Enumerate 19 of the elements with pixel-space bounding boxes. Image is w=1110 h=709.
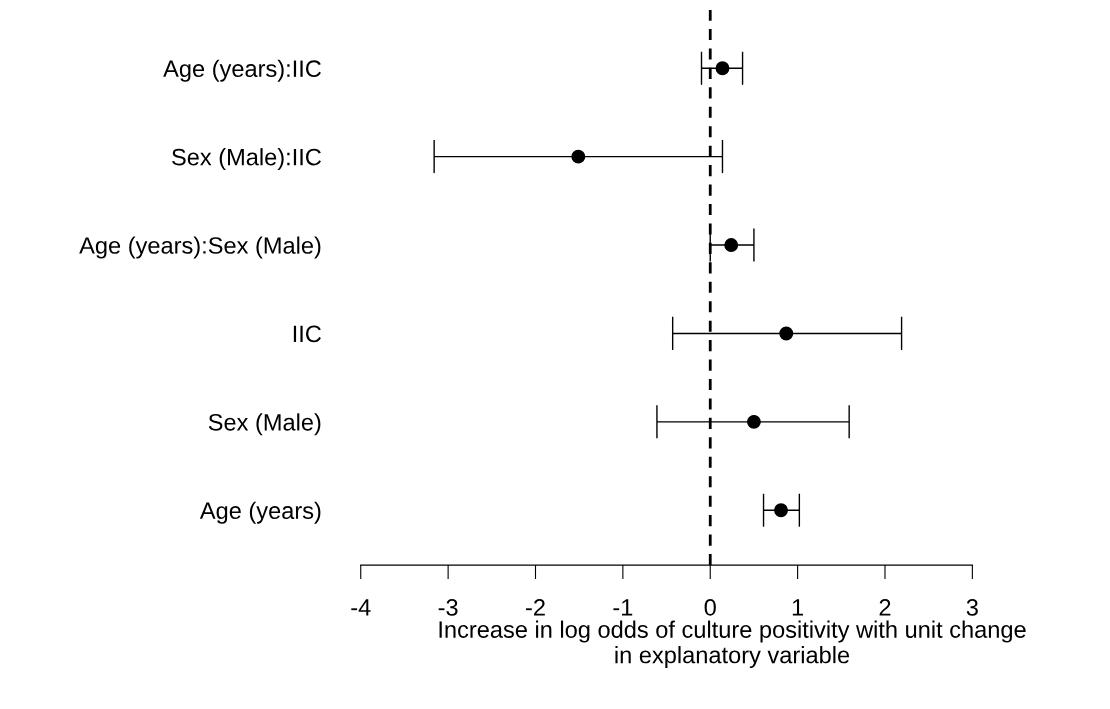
x-tick-label: -4 bbox=[351, 599, 371, 616]
y-tick-label: Age (years):Sex (Male) bbox=[79, 236, 321, 259]
x-tick-label: -3 bbox=[438, 599, 458, 616]
x-tick-label: 0 bbox=[704, 599, 716, 616]
point bbox=[779, 326, 794, 341]
y-tick-label: Sex (Male) bbox=[208, 413, 321, 436]
x-axis-title: Increase in log odds of culture positivity with unit change in explanatory variable bbox=[439, 620, 1026, 669]
point bbox=[571, 149, 586, 164]
y-tick-label: Age (years) bbox=[199, 501, 321, 524]
x-tick-label: 1 bbox=[792, 599, 804, 616]
x-tick-label: 2 bbox=[879, 599, 891, 616]
point bbox=[724, 238, 739, 253]
x-tick-label: -1 bbox=[613, 599, 633, 616]
y-tick-label: IIC bbox=[293, 325, 321, 343]
x-tick-label: -2 bbox=[526, 599, 545, 616]
y-tick-label: Sex (Male):IIC bbox=[172, 148, 321, 171]
x-tick-label: 3 bbox=[966, 599, 978, 616]
point bbox=[746, 414, 761, 429]
y-tick-label: Age (years):IIC bbox=[163, 59, 321, 82]
